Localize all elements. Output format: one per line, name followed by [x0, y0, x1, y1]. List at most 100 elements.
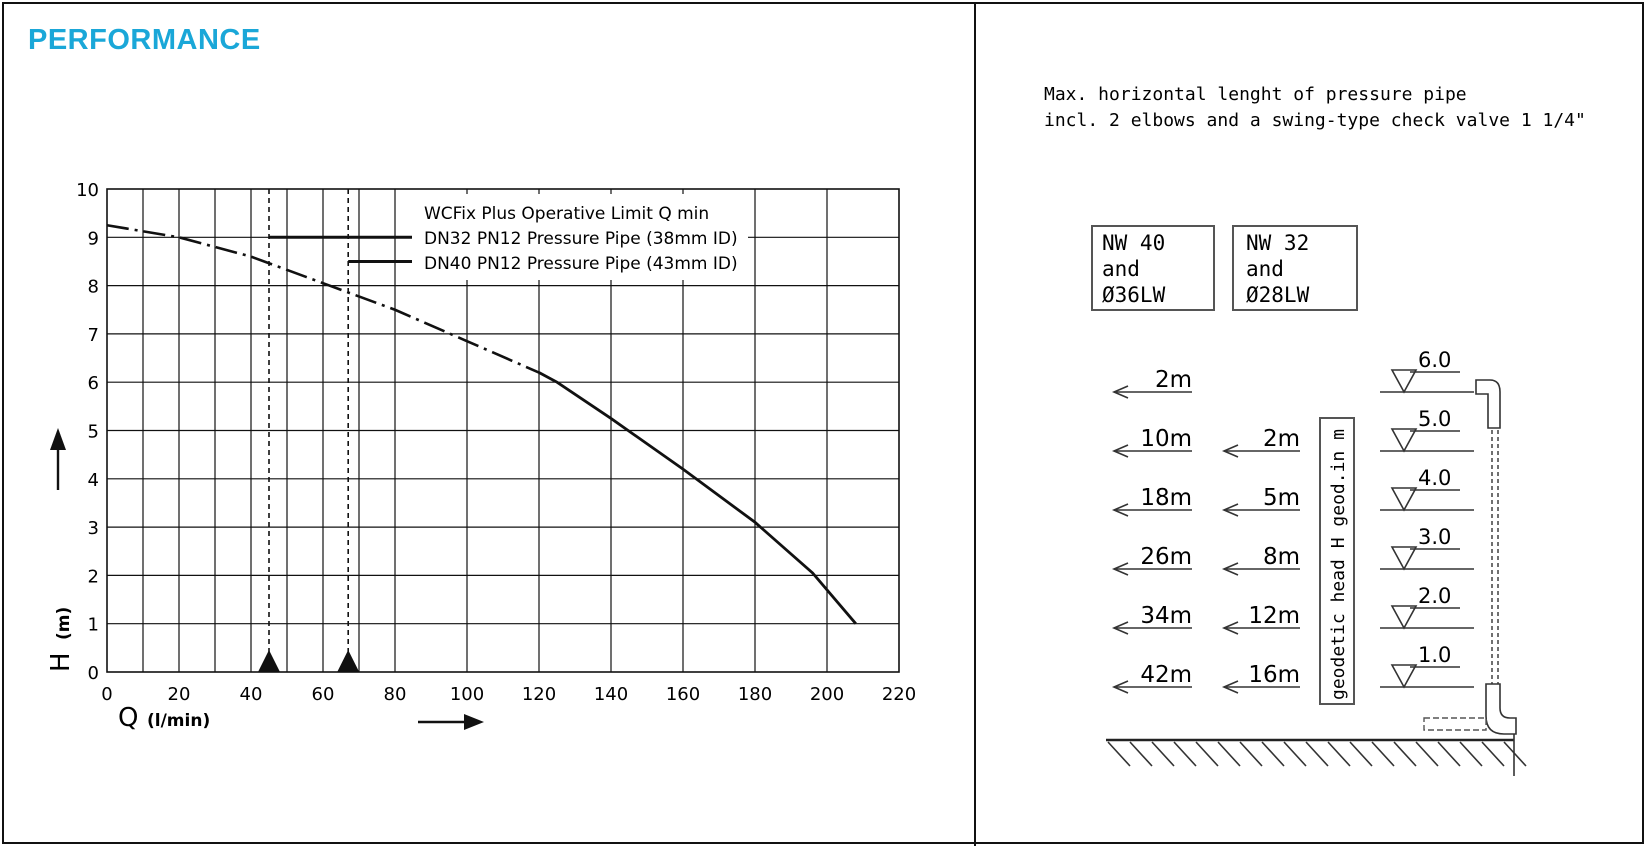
y-axis-unit: (m) [54, 607, 74, 640]
legend-entry: DN40 PN12 Pressure Pipe (43mm ID) [424, 254, 738, 274]
nw40-box-line: and [1102, 257, 1140, 281]
pipe-horizontal-stub [1423, 717, 1487, 731]
head-level-triangle [1390, 428, 1418, 453]
ground-hatch [1503, 741, 1527, 767]
head-level-label: 6.0 [1418, 348, 1451, 372]
nw32-length-arrow-arrowhead [1221, 562, 1239, 576]
nw32-box-line: and [1246, 257, 1284, 281]
y-tick-label: 3 [88, 518, 99, 539]
x-tick-label: 60 [312, 684, 335, 705]
nw40-length-label: 34m [1140, 603, 1192, 629]
ground-hatch [1239, 741, 1263, 767]
head-level-label: 5.0 [1418, 407, 1451, 431]
nw32-box-line: NW 32 [1246, 231, 1309, 255]
x-tick-label: 100 [450, 684, 484, 705]
ground-hatch [1393, 741, 1417, 767]
nw32-length-label: 16m [1248, 662, 1300, 688]
pipe-top-elbow [1475, 379, 1501, 429]
geodetic-vertical-label: geodetic head H geod.in m [1328, 429, 1349, 700]
nw32-length-label: 2m [1263, 426, 1300, 452]
x-tick-label: 40 [240, 684, 263, 705]
ground-hatch [1217, 741, 1241, 767]
diagram-note-line-1: Max. horizontal lenght of pressure pipe [1044, 84, 1467, 105]
qmin-marker-triangle [337, 650, 360, 672]
y-tick-label: 0 [88, 663, 99, 684]
ground-hatch [1173, 741, 1197, 767]
diagram-note-line-2: incl. 2 elbows and a swing-type check va… [1044, 110, 1586, 131]
nw40-length-arrow-arrowhead [1111, 621, 1129, 635]
y-tick-label: 4 [88, 470, 99, 491]
x-axis-label: Q [118, 703, 138, 733]
head-level-triangle [1390, 605, 1418, 630]
ground-hatch [1107, 741, 1131, 767]
nw32-box-line: Ø28LW [1246, 283, 1310, 307]
nw40-length-label: 10m [1140, 426, 1192, 452]
nw40-box-line: Ø36LW [1102, 283, 1166, 307]
nw40-length-arrow-arrowhead [1111, 503, 1129, 517]
x-tick-label: 200 [810, 684, 844, 705]
ground-hatch [1195, 741, 1219, 767]
nw32-length-label: 12m [1248, 603, 1300, 629]
nw40-length-label: 42m [1140, 662, 1192, 688]
x-tick-label: 220 [882, 684, 916, 705]
nw32-length-arrow-arrowhead [1221, 621, 1239, 635]
nw40-length-arrow-arrowhead [1111, 444, 1129, 458]
head-level-triangle [1390, 664, 1418, 689]
y-tick-label: 5 [88, 422, 99, 443]
legend-entry: WCFix Plus Operative Limit Q min [424, 204, 709, 224]
ground-hatch [1371, 741, 1395, 767]
section-title: PERFORMANCE [28, 24, 261, 56]
ground-hatch [1437, 741, 1461, 767]
curve-dashdot-segment [106, 223, 540, 374]
ground-hatch [1415, 741, 1439, 767]
ground-hatch [1305, 741, 1329, 767]
head-level-label: 2.0 [1418, 584, 1451, 608]
nw40-length-label: 26m [1140, 544, 1192, 570]
plot-frame [106, 188, 900, 673]
head-level-triangle [1390, 487, 1418, 512]
y-axis-arrow-head [50, 428, 66, 450]
nw40-box-line: NW 40 [1102, 231, 1165, 255]
ground-hatch [1261, 741, 1285, 767]
panel-divider [974, 2, 976, 846]
x-axis-unit: (l/min) [147, 711, 210, 731]
x-tick-label: 120 [522, 684, 556, 705]
head-level-label: 1.0 [1418, 643, 1451, 667]
x-tick-label: 140 [594, 684, 628, 705]
nw32-length-arrow-arrowhead [1221, 444, 1239, 458]
ground-hatch [1151, 741, 1175, 767]
nw32-length-label: 8m [1263, 544, 1300, 570]
geodetic-label-box [1319, 417, 1355, 705]
ground-hatch [1327, 741, 1351, 767]
nw32-box [1232, 225, 1358, 311]
head-level-triangle [1390, 546, 1418, 571]
nw40-length-label: 18m [1140, 485, 1192, 511]
x-tick-label: 0 [101, 684, 112, 705]
ground-hatch [1129, 741, 1153, 767]
x-axis-arrow-head [464, 714, 484, 730]
y-tick-label: 1 [88, 615, 99, 636]
nw40-length-arrow-arrowhead [1111, 385, 1129, 399]
ground-hatch [1481, 741, 1505, 767]
legend-entry: DN32 PN12 Pressure Pipe (38mm ID) [424, 229, 738, 249]
head-level-label: 4.0 [1418, 466, 1451, 490]
y-axis-label: H [46, 652, 76, 672]
nw32-length-arrow-arrowhead [1221, 680, 1239, 694]
x-tick-label: 180 [738, 684, 772, 705]
head-level-label: 3.0 [1418, 525, 1451, 549]
head-level-triangle [1390, 369, 1418, 394]
x-tick-label: 80 [384, 684, 407, 705]
x-tick-label: 20 [168, 684, 191, 705]
qmin-marker-triangle [258, 650, 280, 672]
pipe-bottom-elbow [1485, 683, 1517, 735]
y-tick-label: 9 [88, 228, 99, 249]
nw40-box [1091, 225, 1215, 311]
y-tick-label: 10 [76, 180, 99, 201]
x-tick-label: 160 [666, 684, 700, 705]
y-tick-label: 8 [88, 277, 99, 298]
nw32-length-arrow-arrowhead [1221, 503, 1239, 517]
performance-chart: 0 20 40 60 80 100 120 140 160 180 200 220 0 1 2 3 4 5 6 7 8 9… [46, 180, 916, 733]
ground-hatch [1349, 741, 1373, 767]
